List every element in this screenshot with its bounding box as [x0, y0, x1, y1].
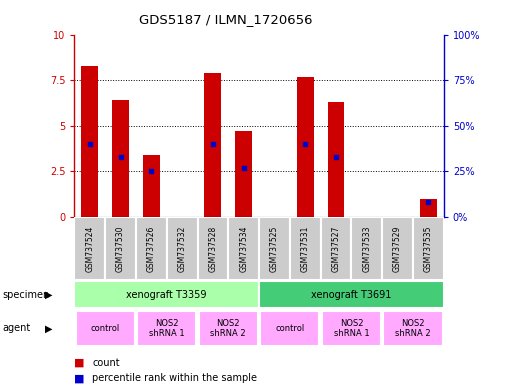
Bar — [198, 217, 228, 280]
Text: xenograft T3359: xenograft T3359 — [127, 290, 207, 300]
Text: ■: ■ — [74, 373, 85, 383]
Bar — [137, 311, 196, 346]
Bar — [74, 281, 259, 308]
Bar — [259, 281, 444, 308]
Bar — [167, 217, 198, 280]
Text: GSM737534: GSM737534 — [239, 225, 248, 272]
Bar — [235, 131, 252, 217]
Text: count: count — [92, 358, 120, 368]
Bar — [322, 311, 381, 346]
Text: GDS5187 / ILMN_1720656: GDS5187 / ILMN_1720656 — [139, 13, 312, 26]
Text: GSM737526: GSM737526 — [147, 225, 156, 272]
Text: NOS2
shRNA 1: NOS2 shRNA 1 — [149, 319, 185, 338]
Text: GSM737525: GSM737525 — [270, 225, 279, 272]
Text: xenograft T3691: xenograft T3691 — [311, 290, 391, 300]
Text: GSM737535: GSM737535 — [424, 225, 433, 272]
Text: GSM737533: GSM737533 — [362, 225, 371, 272]
Text: control: control — [90, 324, 120, 333]
Bar — [112, 100, 129, 217]
Bar — [260, 311, 320, 346]
Bar — [143, 155, 160, 217]
Bar — [351, 217, 382, 280]
Text: GSM737527: GSM737527 — [331, 225, 341, 272]
Text: percentile rank within the sample: percentile rank within the sample — [92, 373, 258, 383]
Bar — [199, 311, 258, 346]
Text: GSM737524: GSM737524 — [85, 225, 94, 272]
Bar — [290, 217, 321, 280]
Bar — [74, 217, 105, 280]
Bar — [204, 73, 222, 217]
Text: GSM737528: GSM737528 — [208, 225, 218, 272]
Bar — [105, 217, 136, 280]
Bar — [327, 102, 344, 217]
Bar — [259, 217, 290, 280]
Text: control: control — [275, 324, 305, 333]
Text: GSM737530: GSM737530 — [116, 225, 125, 272]
Text: ▶: ▶ — [45, 323, 52, 333]
Text: agent: agent — [3, 323, 31, 333]
Bar — [297, 76, 313, 217]
Text: GSM737532: GSM737532 — [177, 225, 187, 272]
Text: NOS2
shRNA 2: NOS2 shRNA 2 — [210, 319, 246, 338]
Bar — [81, 66, 98, 217]
Text: GSM737529: GSM737529 — [393, 225, 402, 272]
Bar — [420, 199, 437, 217]
Bar — [382, 217, 413, 280]
Text: specimen: specimen — [3, 290, 50, 300]
Text: NOS2
shRNA 2: NOS2 shRNA 2 — [395, 319, 431, 338]
Text: NOS2
shRNA 1: NOS2 shRNA 1 — [333, 319, 369, 338]
Text: ▶: ▶ — [45, 290, 52, 300]
Text: GSM737531: GSM737531 — [301, 225, 310, 272]
Bar — [228, 217, 259, 280]
Bar — [136, 217, 167, 280]
Text: ■: ■ — [74, 358, 85, 368]
Bar — [413, 217, 444, 280]
Bar — [321, 217, 351, 280]
Bar — [383, 311, 443, 346]
Bar — [75, 311, 135, 346]
